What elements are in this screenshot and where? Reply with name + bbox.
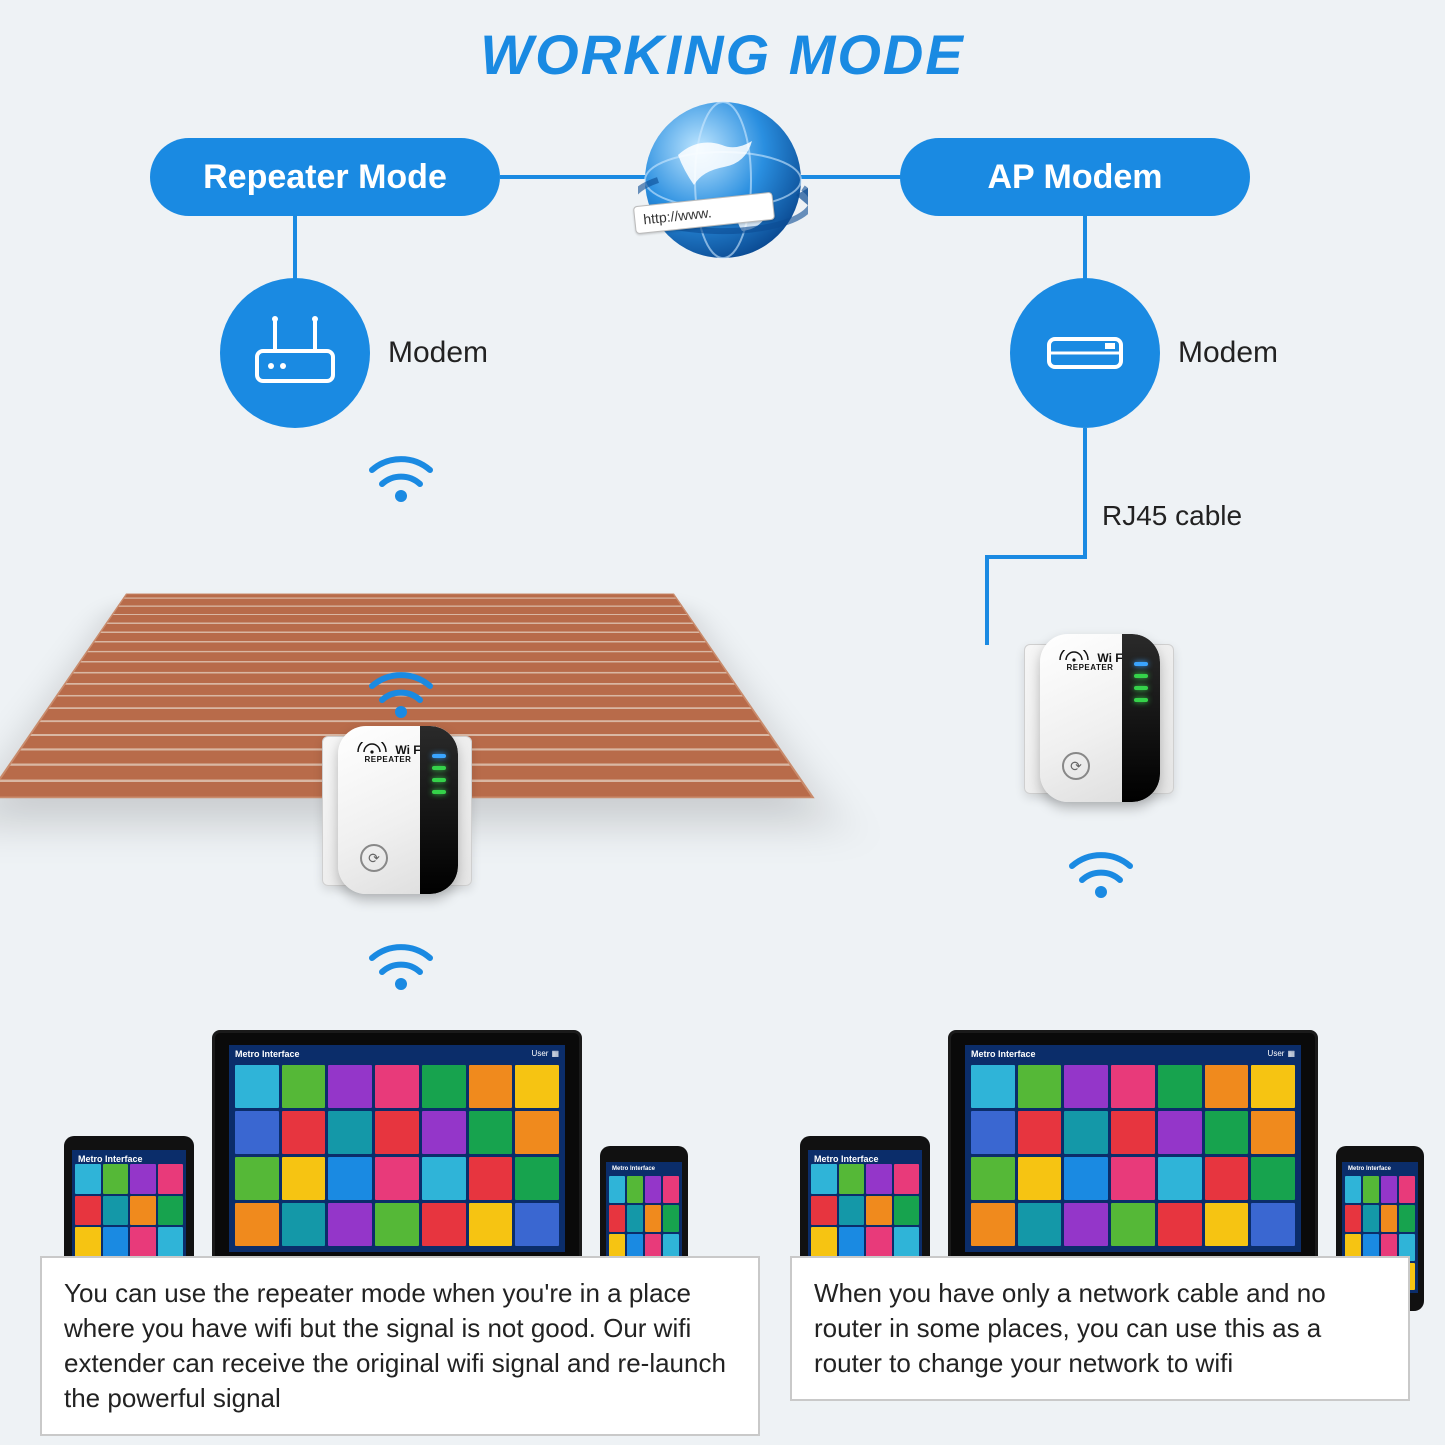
description-repeater-text: You can use the repeater mode when you'r… — [64, 1278, 726, 1413]
mode-pill-repeater: Repeater Mode — [150, 138, 500, 216]
line-pill-modem-right — [1083, 216, 1087, 282]
device-screen: Metro Interface User▦ — [965, 1045, 1301, 1252]
wifi-signal-icon — [1066, 846, 1136, 902]
description-ap-text: When you have only a network cable and n… — [814, 1278, 1326, 1378]
wps-button-icon: ⟳ — [360, 844, 388, 872]
screen-header: Metro Interface — [612, 1166, 655, 1172]
screen-header: Metro Interface — [1348, 1166, 1391, 1172]
line-globe-left — [500, 175, 660, 179]
wps-button-icon: ⟳ — [1062, 752, 1090, 780]
description-ap: When you have only a network cable and n… — [790, 1256, 1410, 1401]
mode-pill-repeater-label: Repeater Mode — [203, 158, 447, 197]
modem-label-left: Modem — [388, 336, 488, 370]
mode-pill-ap-label: AP Modem — [987, 158, 1162, 197]
globe-icon: http://www. — [638, 95, 808, 265]
screen-header: Metro Interface — [78, 1154, 143, 1164]
screen-user: User▦ — [1268, 1049, 1295, 1058]
mode-pill-ap: AP Modem — [900, 138, 1250, 216]
page-title: WORKING MODE — [0, 22, 1445, 87]
line-cable-2 — [987, 555, 1087, 559]
description-repeater: You can use the repeater mode when you'r… — [40, 1256, 760, 1436]
screen-header: Metro Interface — [235, 1049, 300, 1059]
line-globe-right — [790, 175, 910, 179]
repeater-subbrand: REPEATER — [352, 756, 424, 764]
line-cable-3 — [985, 555, 989, 645]
globe-url-text: http://www. — [642, 204, 712, 227]
wifi-repeater-device: Wi Fi REPEATER ⟳ — [1004, 624, 1194, 834]
device-screen: Metro Interface User▦ — [229, 1045, 565, 1252]
screen-header: Metro Interface — [971, 1049, 1036, 1059]
repeater-subbrand: REPEATER — [1054, 664, 1126, 672]
modem-icon-left — [220, 278, 370, 428]
modem-icon-right — [1010, 278, 1160, 428]
modem-label-right: Modem — [1178, 336, 1278, 370]
screen-header: Metro Interface — [814, 1154, 879, 1164]
cable-label: RJ45 cable — [1102, 500, 1242, 532]
wifi-repeater-device: Wi Fi REPEATER ⟳ — [302, 716, 492, 926]
screen-user: User▦ — [532, 1049, 559, 1058]
wifi-signal-icon — [366, 666, 436, 722]
line-pill-modem-left — [293, 216, 297, 282]
line-cable-1 — [1083, 428, 1087, 558]
wifi-signal-icon — [366, 938, 436, 994]
